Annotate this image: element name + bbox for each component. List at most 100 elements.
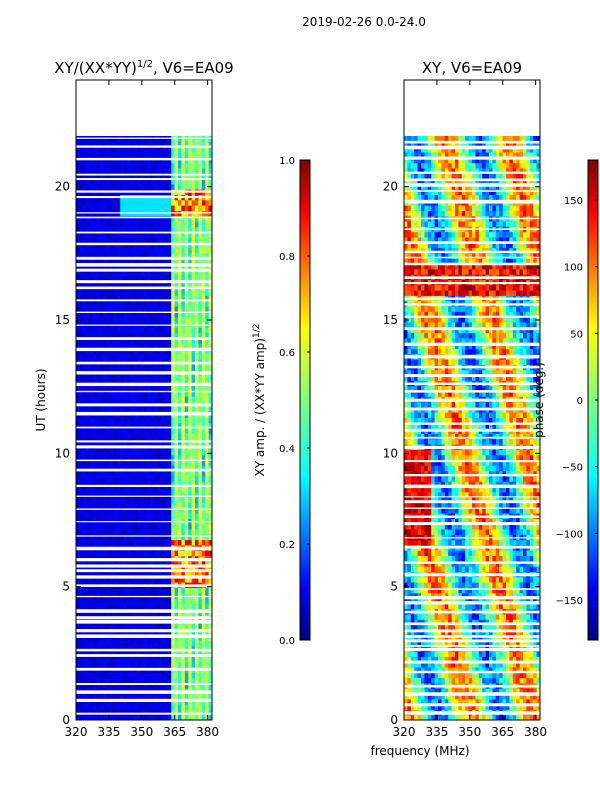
heatmap-cell bbox=[188, 470, 193, 477]
heatmap-cell bbox=[201, 571, 206, 578]
heatmap-cell bbox=[164, 656, 169, 663]
heatmap-cell bbox=[195, 502, 199, 509]
heatmap-cell bbox=[144, 491, 148, 498]
heatmap-cell bbox=[404, 661, 408, 668]
heatmap-cell bbox=[154, 396, 159, 403]
heatmap-cell bbox=[201, 433, 206, 440]
heatmap-cell bbox=[147, 311, 152, 318]
heatmap-cell bbox=[174, 295, 179, 302]
heatmap-cell bbox=[140, 714, 145, 720]
heatmap-cell bbox=[96, 236, 101, 243]
heatmap-cell bbox=[127, 507, 131, 514]
heatmap-cell bbox=[82, 635, 87, 641]
heatmap-cell bbox=[516, 666, 521, 673]
heatmap-cell bbox=[191, 199, 196, 206]
heatmap-cell bbox=[82, 566, 87, 572]
heatmap-cell bbox=[123, 417, 128, 424]
heatmap-cell bbox=[201, 226, 206, 233]
heatmap-cell bbox=[79, 236, 84, 243]
heatmap-cell bbox=[120, 311, 125, 318]
heatmap-cell bbox=[164, 295, 169, 302]
heatmap-cell bbox=[144, 374, 148, 381]
heatmap-cell bbox=[99, 236, 104, 243]
heatmap-cell bbox=[144, 497, 148, 503]
heatmap-cell bbox=[93, 454, 97, 461]
heatmap-cell bbox=[164, 274, 169, 280]
heatmap-cell bbox=[201, 252, 206, 259]
heatmap-cell bbox=[208, 497, 212, 503]
heatmap-cell bbox=[154, 151, 159, 158]
heatmap-cell bbox=[137, 470, 142, 477]
heatmap-cell bbox=[106, 566, 111, 572]
heatmap-cell bbox=[96, 682, 101, 689]
heatmap-cell bbox=[144, 199, 148, 206]
heatmap-cell bbox=[76, 390, 80, 397]
heatmap-cell bbox=[127, 199, 131, 206]
heatmap-cell bbox=[93, 289, 97, 296]
heatmap-cell bbox=[123, 433, 128, 440]
heatmap-cell bbox=[86, 523, 91, 530]
heatmap-cell bbox=[123, 645, 128, 652]
heatmap-cell bbox=[195, 704, 199, 710]
heatmap-cell bbox=[161, 364, 165, 371]
heatmap-cell bbox=[106, 406, 111, 413]
heatmap-cell bbox=[178, 709, 182, 716]
heatmap-cell bbox=[188, 656, 193, 663]
heatmap-cell bbox=[188, 295, 193, 302]
heatmap-cell bbox=[161, 247, 165, 254]
heatmap-cell bbox=[184, 274, 189, 280]
heatmap-cell bbox=[123, 539, 128, 546]
heatmap-cell bbox=[171, 167, 176, 174]
heatmap-cell bbox=[137, 507, 142, 514]
heatmap-cell bbox=[161, 709, 165, 716]
heatmap-cell bbox=[171, 640, 176, 647]
heatmap-cell bbox=[89, 428, 94, 434]
x-tick-label: 350 bbox=[130, 725, 153, 739]
heatmap-cell bbox=[76, 534, 80, 541]
heatmap-cell bbox=[116, 183, 121, 190]
heatmap-cell bbox=[404, 698, 408, 705]
heatmap-cell bbox=[86, 327, 91, 334]
heatmap-cell bbox=[137, 258, 142, 265]
heatmap-cell bbox=[157, 385, 162, 392]
heatmap-cell bbox=[174, 560, 179, 567]
heatmap-cell bbox=[201, 146, 206, 153]
heatmap-cell bbox=[178, 385, 182, 392]
heatmap-cell bbox=[82, 512, 87, 519]
heatmap-cell bbox=[137, 475, 142, 482]
heatmap-cell bbox=[116, 512, 121, 519]
heatmap-cell bbox=[137, 353, 142, 360]
heatmap-cell bbox=[133, 146, 138, 153]
heatmap-cell bbox=[133, 470, 138, 477]
heatmap-cell bbox=[113, 539, 118, 546]
heatmap-cell bbox=[106, 316, 111, 323]
heatmap-cell bbox=[205, 704, 210, 710]
heatmap-cell bbox=[188, 136, 193, 142]
heatmap-cell bbox=[99, 597, 104, 604]
heatmap-cell bbox=[154, 215, 159, 222]
flagged-row bbox=[76, 347, 212, 352]
heatmap-cell bbox=[133, 661, 138, 668]
heatmap-cell bbox=[150, 465, 155, 472]
heatmap-cell bbox=[110, 141, 114, 148]
heatmap-cell bbox=[82, 640, 87, 647]
heatmap-cell bbox=[468, 704, 473, 710]
heatmap-cell bbox=[167, 507, 172, 514]
heatmap-cell bbox=[113, 465, 118, 472]
heatmap-cell bbox=[171, 709, 176, 716]
heatmap-cell bbox=[157, 364, 162, 371]
heatmap-cell bbox=[113, 173, 118, 180]
heatmap-cell bbox=[86, 343, 91, 349]
heatmap-cell bbox=[167, 146, 172, 153]
heatmap-cell bbox=[140, 316, 145, 323]
heatmap-cell bbox=[120, 215, 125, 222]
heatmap-cell bbox=[482, 656, 487, 663]
heatmap-cell bbox=[137, 656, 142, 663]
heatmap-cell bbox=[110, 597, 114, 604]
heatmap-cell bbox=[191, 226, 196, 233]
heatmap-cell bbox=[161, 385, 165, 392]
heatmap-cell bbox=[110, 465, 114, 472]
heatmap-cell bbox=[93, 709, 97, 716]
heatmap-cell bbox=[79, 364, 84, 371]
heatmap-cell bbox=[205, 470, 210, 477]
